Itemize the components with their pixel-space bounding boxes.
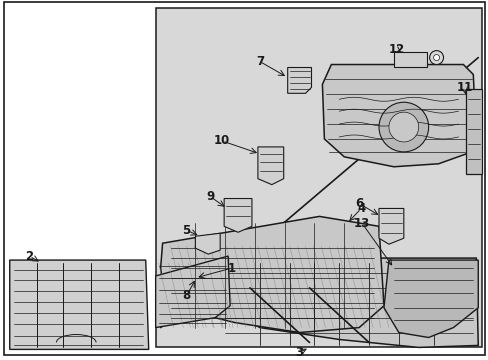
Polygon shape bbox=[378, 208, 403, 244]
Polygon shape bbox=[322, 64, 475, 167]
Text: 7: 7 bbox=[255, 55, 264, 68]
Polygon shape bbox=[215, 258, 477, 347]
Circle shape bbox=[429, 51, 443, 64]
Polygon shape bbox=[257, 147, 283, 185]
Polygon shape bbox=[383, 260, 477, 337]
Text: 12: 12 bbox=[388, 43, 404, 56]
Polygon shape bbox=[393, 51, 426, 67]
Polygon shape bbox=[466, 89, 481, 174]
Polygon shape bbox=[195, 233, 220, 254]
Text: 11: 11 bbox=[455, 81, 471, 94]
Polygon shape bbox=[155, 256, 230, 328]
Text: 1: 1 bbox=[227, 261, 236, 275]
Text: 8: 8 bbox=[182, 289, 190, 302]
Circle shape bbox=[433, 55, 439, 60]
Bar bbox=[155, 8, 481, 347]
Text: 3: 3 bbox=[295, 346, 303, 359]
Circle shape bbox=[378, 102, 428, 152]
Text: 9: 9 bbox=[206, 190, 214, 203]
Polygon shape bbox=[160, 216, 383, 333]
Text: 13: 13 bbox=[353, 217, 369, 230]
Polygon shape bbox=[10, 260, 148, 350]
Text: 6: 6 bbox=[354, 197, 363, 210]
Text: 2: 2 bbox=[25, 249, 34, 262]
Polygon shape bbox=[287, 67, 311, 93]
Polygon shape bbox=[224, 198, 251, 232]
Circle shape bbox=[388, 112, 418, 142]
Text: 5: 5 bbox=[182, 224, 190, 237]
Text: 10: 10 bbox=[214, 134, 230, 148]
Text: 4: 4 bbox=[356, 202, 365, 215]
